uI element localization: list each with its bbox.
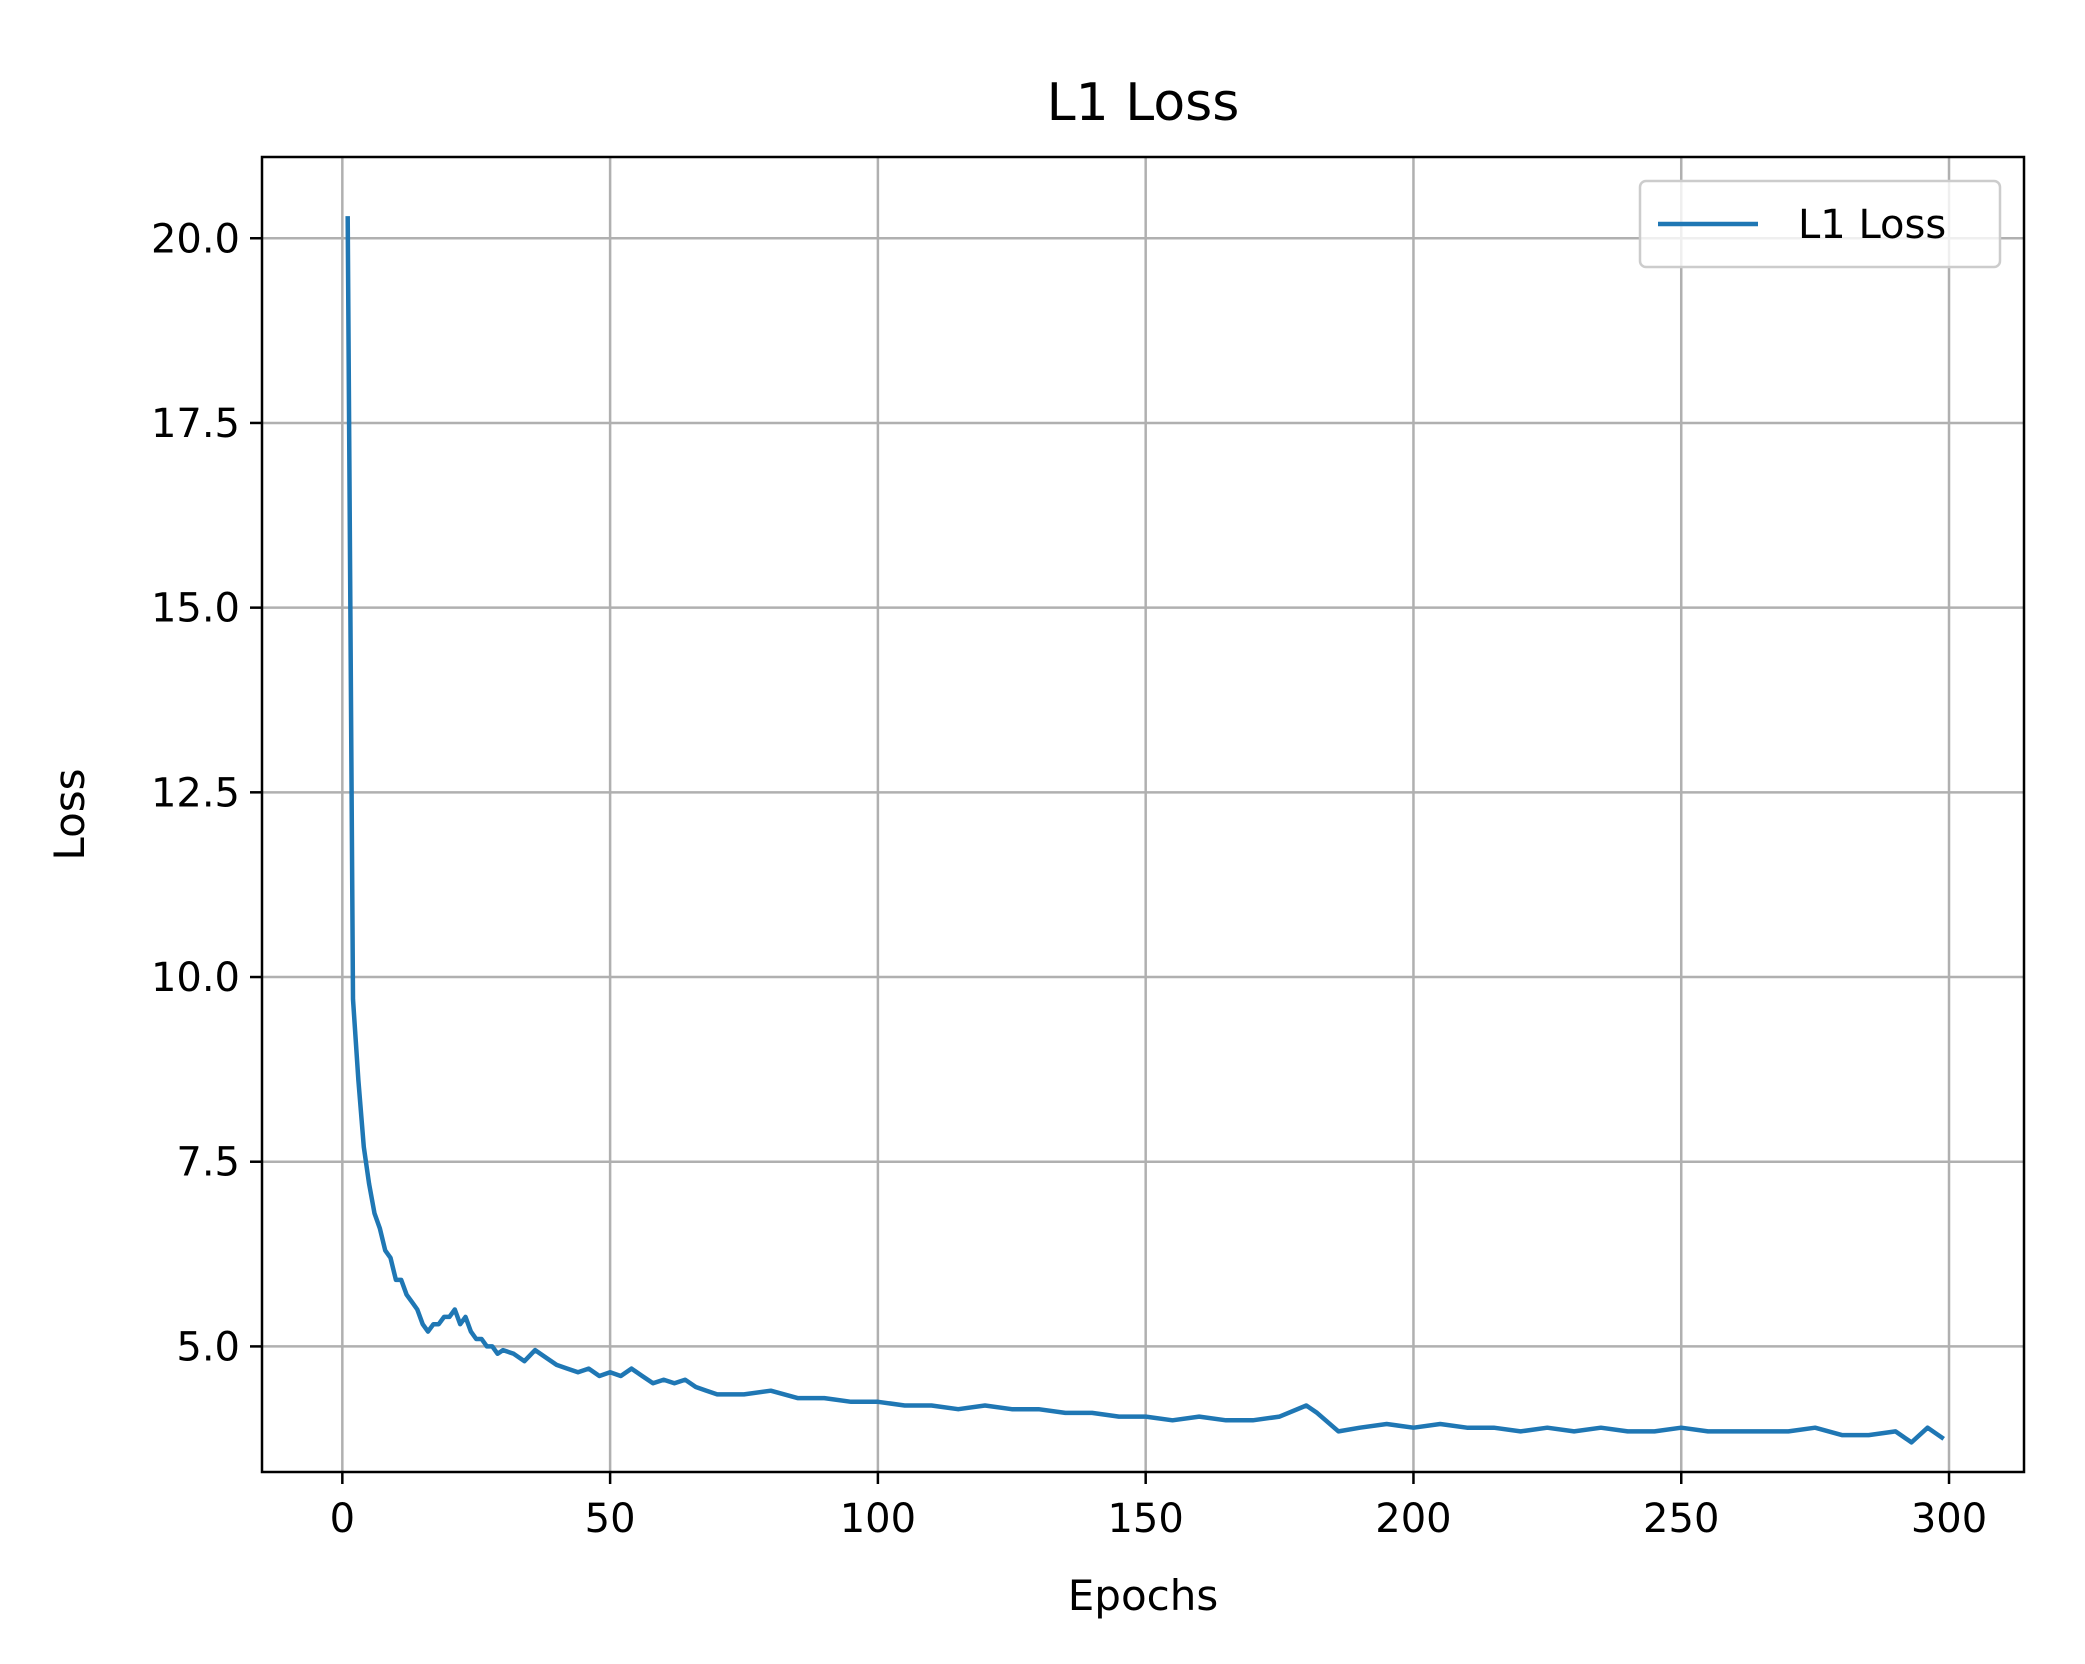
y-tick-label: 20.0 (151, 216, 240, 262)
y-axis-label: Loss (45, 768, 94, 860)
y-tick-label: 7.5 (176, 1140, 240, 1186)
chart-title: L1 Loss (1047, 73, 1240, 133)
x-axis-label: Epochs (1068, 1571, 1219, 1620)
x-tick-label: 0 (330, 1496, 355, 1542)
x-tick-label: 100 (840, 1496, 916, 1542)
y-tick-label: 15.0 (151, 586, 240, 632)
x-tick-label: 200 (1375, 1496, 1451, 1542)
x-tick-label: 150 (1107, 1496, 1183, 1542)
axis-ticks: 0 50 100 150 200 250 300 5.0 7.5 10.0 12.5 15.0 17.5… (151, 216, 1987, 1542)
y-tick-label: 5.0 (176, 1324, 240, 1370)
y-tick-label: 10.0 (151, 955, 240, 1001)
legend: L1 Loss (1638, 179, 2002, 269)
x-tick-label: 250 (1643, 1496, 1719, 1542)
plot-frame (260, 155, 2026, 1474)
x-tick-label: 300 (1911, 1496, 1987, 1542)
legend-box (1638, 179, 2002, 269)
y-tick-label: 17.5 (151, 401, 240, 447)
series-layer (345, 216, 1945, 1445)
legend-entry-label: L1 Loss (1798, 202, 1946, 248)
y-tick-label: 12.5 (151, 770, 240, 816)
grid-lines (262, 157, 2024, 1472)
x-tick-label: 50 (585, 1496, 636, 1542)
series-line-l1-loss (345, 216, 1945, 1445)
